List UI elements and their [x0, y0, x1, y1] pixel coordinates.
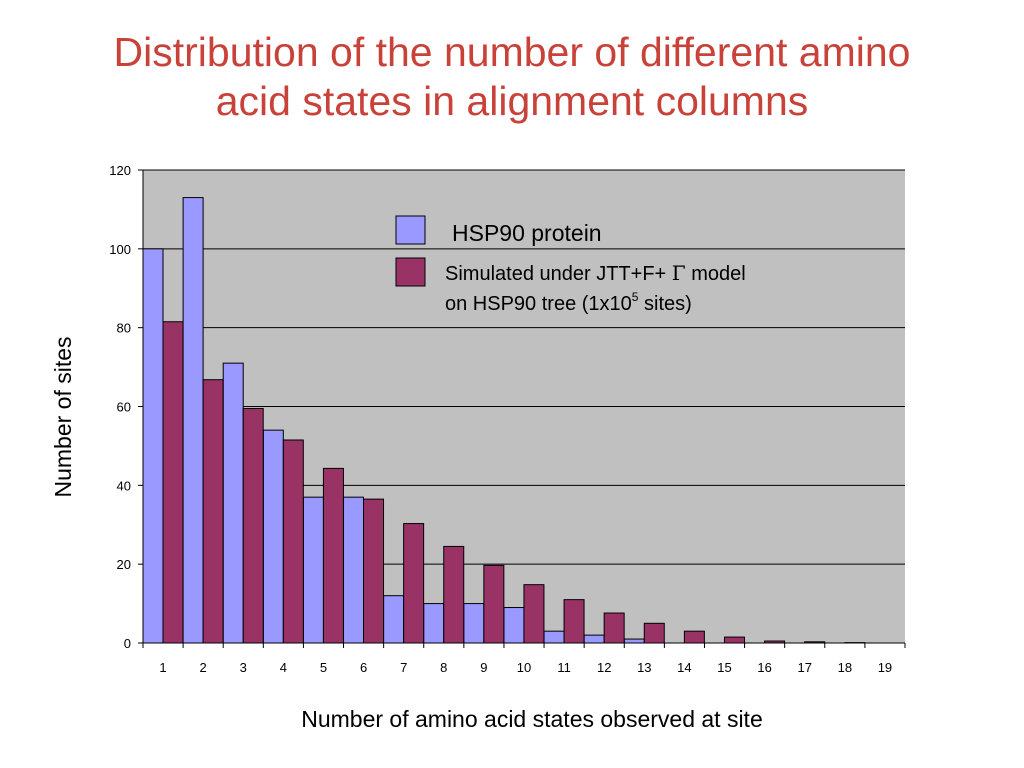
legend-swatch-hsp90 — [395, 215, 426, 245]
legend-label-simulated-line-2: on HSP90 tree (1x105 sites) — [445, 290, 692, 315]
x-tick-label-8: 8 — [440, 660, 447, 675]
x-tick-label-13: 13 — [637, 660, 651, 675]
bar-series2-5 — [322, 467, 344, 644]
bar-series2-8 — [443, 545, 465, 644]
slide-title: Distribution of the number of different … — [0, 28, 1024, 126]
y-tick-label-100: 100 — [109, 242, 131, 257]
bar-series1-6 — [343, 496, 365, 644]
bar-series1-11 — [543, 630, 565, 644]
x-tick-label-2: 2 — [200, 660, 207, 675]
bar-series2-3 — [242, 407, 264, 644]
x-tick-label-6: 6 — [360, 660, 367, 675]
x-tick-label-7: 7 — [400, 660, 407, 675]
legend-label-hsp90: HSP90 protein — [452, 220, 602, 246]
bar-series1-2 — [182, 197, 204, 644]
bar-series2-15 — [723, 636, 745, 644]
x-tick-labels: 1 2 3 4 5 6 7 8 9 10 11 12 13 14 15 16 17 18 19 — [142, 643, 906, 675]
x-tick-label-18: 18 — [838, 660, 852, 675]
x-tick-label-14: 14 — [677, 660, 691, 675]
bar-series2-14 — [683, 630, 705, 644]
bar-series2-1 — [162, 321, 184, 644]
slide-title-line-2: acid states in alignment columns — [215, 78, 809, 124]
legend-swatch-simulated — [395, 257, 426, 287]
bar-series2-10 — [523, 584, 545, 644]
bar-series2-11 — [563, 599, 585, 644]
x-tick-label-10: 10 — [517, 660, 531, 675]
bar-series1-4 — [262, 429, 284, 644]
bar-series2-4 — [282, 439, 304, 644]
y-tick-labels: 0 20 40 60 80 100 120 — [109, 163, 143, 651]
bar-series2-13 — [643, 622, 665, 644]
y-tick-label-20: 20 — [117, 557, 131, 572]
x-tick-label-1: 1 — [159, 660, 166, 675]
bars — [142, 197, 866, 644]
bar-series1-5 — [302, 496, 324, 644]
bar-series1-10 — [503, 607, 525, 644]
y-tick-label-0: 0 — [124, 636, 131, 651]
bar-series1-7 — [383, 595, 405, 644]
x-tick-label-15: 15 — [717, 660, 731, 675]
bar-series2-6 — [363, 498, 385, 644]
bar-series2-12 — [603, 612, 625, 644]
y-tick-label-60: 60 — [117, 400, 131, 415]
bar-series1-3 — [222, 362, 244, 644]
bar-series1-12 — [583, 634, 605, 644]
x-tick-label-17: 17 — [798, 660, 812, 675]
x-tick-label-9: 9 — [480, 660, 487, 675]
x-tick-label-4: 4 — [280, 660, 287, 675]
x-tick-label-5: 5 — [320, 660, 327, 675]
legend: HSP90 protein Simulated under JTT+F+ Γ m… — [395, 215, 746, 315]
bar-series2-7 — [403, 523, 425, 644]
x-tick-label-19: 19 — [878, 660, 892, 675]
x-tick-label-11: 11 — [557, 660, 571, 675]
x-tick-label-3: 3 — [240, 660, 247, 675]
y-tick-label-120: 120 — [109, 163, 131, 178]
bar-series2-2 — [202, 379, 224, 644]
x-tick-label-12: 12 — [597, 660, 611, 675]
x-tick-label-16: 16 — [757, 660, 771, 675]
bar-series1-9 — [463, 603, 485, 644]
legend-label-simulated-line-1: Simulated under JTT+F+ Γ model — [445, 261, 746, 285]
x-axis-title: Number of amino acid states observed at … — [301, 706, 763, 732]
y-tick-label-40: 40 — [117, 478, 131, 493]
slide-title-line-1: Distribution of the number of different … — [113, 29, 911, 75]
bar-series1-13 — [623, 638, 645, 644]
bar-series2-9 — [483, 564, 505, 644]
y-axis-title: Number of sites — [50, 336, 76, 497]
bar-series1-8 — [423, 603, 445, 644]
y-tick-label-80: 80 — [117, 321, 131, 336]
bar-series1-1 — [142, 248, 164, 644]
